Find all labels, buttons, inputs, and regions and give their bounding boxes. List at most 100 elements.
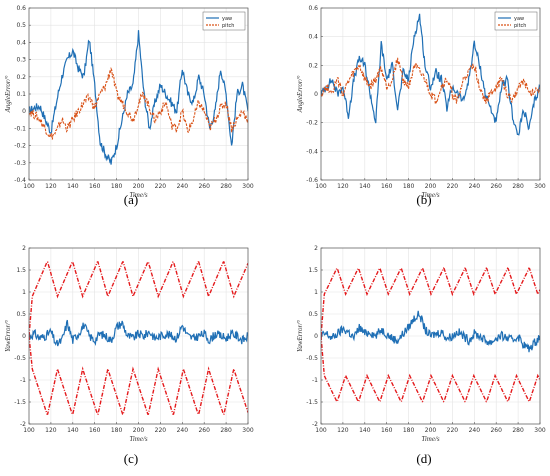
x-tick-label: 280 <box>512 183 524 190</box>
x-tick-label: 180 <box>403 183 415 190</box>
x-tick-label: 180 <box>111 183 123 190</box>
chart-panel-4: 100 120 140 160 180 200 220 240 260 280 300-2-1.5-… <box>296 245 546 466</box>
x-tick-label: 240 <box>469 183 481 190</box>
x-tick-label: 280 <box>512 427 524 434</box>
x-tick-label: 100 <box>23 183 35 190</box>
y-tick-label: -0.6 <box>306 177 318 184</box>
panel-label: (c) <box>124 451 138 466</box>
y-tick-label: 2 <box>314 245 318 252</box>
series-line-pitch <box>321 57 540 105</box>
y-tick-label: 0.6 <box>308 5 318 12</box>
x-axis-label: Time/s <box>129 191 148 199</box>
x-tick-label: 300 <box>534 427 546 434</box>
y-tick-label: 2 <box>22 245 26 252</box>
legend-label-yaw: yaw <box>222 16 232 22</box>
x-tick-label: 220 <box>447 183 459 190</box>
x-tick-label: 100 <box>23 427 35 434</box>
y-tick-label: -0.4 <box>14 177 26 184</box>
y-axis-label: YawError/° <box>4 320 12 352</box>
chart-panel-1: 100 120 140 160 180 200 220 240 260 280 300 -0.4 -0.… <box>4 5 254 207</box>
plot-area <box>29 261 248 415</box>
x-tick-label: 140 <box>359 427 371 434</box>
y-tick-label: 0.2 <box>308 62 318 69</box>
y-tick-label: 0 <box>314 333 318 340</box>
y-tick-label: -1.5 <box>306 399 318 406</box>
y-tick-label: 0.4 <box>16 39 26 46</box>
x-tick-label: 300 <box>534 183 546 190</box>
x-tick-label: 280 <box>220 427 232 434</box>
bound-line-lower <box>29 335 248 415</box>
y-tick-label: -0.3 <box>14 160 26 167</box>
series-line-series-1 <box>29 319 248 347</box>
x-tick-label: 220 <box>155 183 167 190</box>
x-tick-label: 280 <box>220 183 232 190</box>
x-tick-label: 140 <box>359 183 371 190</box>
y-tick-label: 0 <box>22 108 26 115</box>
legend-label-yaw: yaw <box>514 16 524 22</box>
x-tick-label: 160 <box>381 183 393 190</box>
y-tick-label: -0.5 <box>14 355 26 362</box>
y-axis-label: YawError/° <box>296 320 304 352</box>
x-tick-label: 100 <box>315 427 327 434</box>
x-tick-label: 160 <box>89 183 101 190</box>
y-tick-label: 0.6 <box>16 5 26 12</box>
x-tick-label: 260 <box>198 183 210 190</box>
y-axis-label: AngleError/° <box>296 75 304 113</box>
chart-panel-2: 100 120 140 160 180 200 220 240 260 280 300 -0.6 -0.… <box>296 5 546 207</box>
x-tick-label: 200 <box>425 427 437 434</box>
x-tick-label: 300 <box>242 183 254 190</box>
y-tick-label: 0.3 <box>16 57 26 64</box>
x-tick-label: 240 <box>469 427 481 434</box>
x-tick-label: 120 <box>45 183 57 190</box>
y-tick-label: -2 <box>312 421 318 428</box>
y-tick-label: 0.1 <box>16 91 26 98</box>
y-tick-label: 1.5 <box>16 267 26 274</box>
x-tick-label: 140 <box>67 427 79 434</box>
legend-label-pitch: pitch <box>514 23 526 29</box>
y-tick-label: -0.5 <box>306 355 318 362</box>
x-tick-label: 200 <box>425 183 437 190</box>
y-tick-label: 0.2 <box>16 74 26 81</box>
x-tick-label: 140 <box>67 183 79 190</box>
x-tick-label: 120 <box>45 427 57 434</box>
x-axis-label: Time/s <box>421 435 440 443</box>
y-tick-label: -0.2 <box>14 143 26 150</box>
x-tick-label: 200 <box>133 183 145 190</box>
bound-line-upper <box>29 261 248 337</box>
panel-label: (d) <box>416 451 431 466</box>
y-tick-label: 1.5 <box>308 267 318 274</box>
y-tick-label: 0 <box>22 333 26 340</box>
legend-label-pitch: pitch <box>222 23 234 29</box>
plot-area <box>321 13 540 136</box>
x-tick-label: 220 <box>447 427 459 434</box>
x-tick-label: 160 <box>89 427 101 434</box>
x-tick-label: 180 <box>403 427 415 434</box>
series-line-pitch <box>29 66 248 140</box>
bound-line-lower <box>321 335 540 403</box>
x-tick-label: 300 <box>242 427 254 434</box>
y-tick-label: -0.4 <box>306 148 318 155</box>
chart-panel-3: 100 120 140 160 180 200 220 240 260 280 300-2-1.5-… <box>4 245 254 466</box>
y-tick-label: 0.5 <box>16 22 26 29</box>
x-tick-label: 120 <box>337 427 349 434</box>
series-line-series-1 <box>321 310 540 353</box>
y-tick-label: 1 <box>314 289 318 296</box>
x-tick-label: 260 <box>490 183 502 190</box>
y-tick-label: -1 <box>312 377 318 384</box>
y-tick-label: -2 <box>20 421 26 428</box>
y-tick-label: 1 <box>22 289 26 296</box>
x-tick-label: 180 <box>111 427 123 434</box>
bound-line-upper <box>321 267 540 337</box>
x-tick-label: 260 <box>490 427 502 434</box>
series-line-yaw <box>29 30 248 165</box>
y-tick-label: -1.5 <box>14 399 26 406</box>
x-tick-label: 260 <box>198 427 210 434</box>
x-tick-label: 160 <box>381 427 393 434</box>
x-axis-label: Time/s <box>129 435 148 443</box>
y-tick-label: 0.4 <box>308 34 318 41</box>
y-tick-label: -0.2 <box>306 120 318 127</box>
x-tick-label: 100 <box>315 183 327 190</box>
